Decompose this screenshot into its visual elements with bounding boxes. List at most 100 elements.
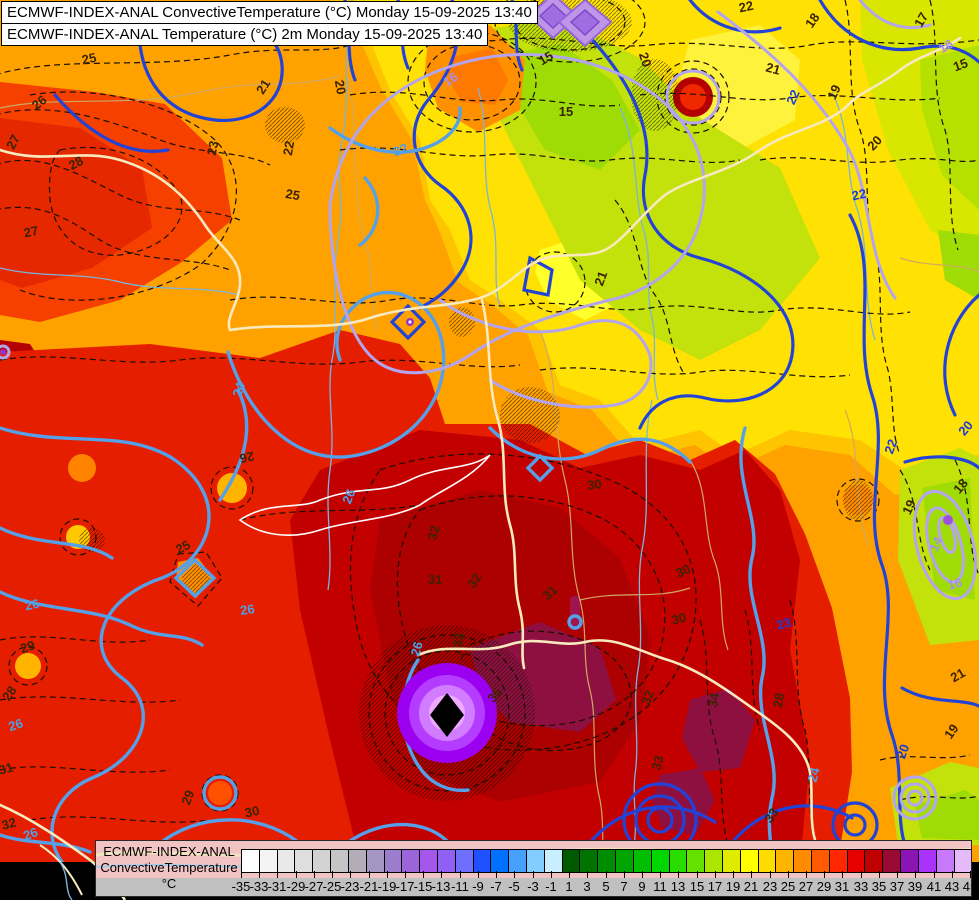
contour-label: 19 (941, 721, 962, 741)
colorbar-tick (569, 871, 570, 878)
colorbar-cell (829, 850, 848, 872)
contour-label: 20 (332, 79, 349, 96)
contour-label: 26 (21, 824, 40, 843)
contour-label: 16 (936, 36, 956, 56)
colorbar-tick (259, 871, 260, 878)
colorbar-tick (314, 871, 315, 878)
colorbar-tick (715, 871, 716, 878)
colorbar-cell (936, 850, 955, 872)
colorbar-tick (332, 871, 333, 878)
contour-label: 17 (911, 10, 931, 30)
convective-extreme-spots (0, 0, 953, 525)
colorbar-ticks (241, 871, 971, 879)
colorbar-tick-label: 43 (944, 879, 960, 894)
legend-background-lower (96, 878, 971, 896)
colorbar-tick (952, 871, 953, 878)
colorbar-cell (794, 850, 812, 872)
colorbar-tick (751, 871, 752, 878)
colorbar-cell (331, 850, 349, 872)
colorbar-tick (806, 871, 807, 878)
temperature-colorbar (241, 849, 971, 873)
temp2m-contours-sky (0, 106, 776, 862)
contour-label: 21 (253, 77, 273, 97)
colorbar-tick (861, 871, 862, 878)
contour-label: 22 (391, 140, 410, 159)
colorbar-cell (669, 850, 688, 872)
colorbar-cell (865, 850, 884, 872)
colorbar-tick-label: -13 (431, 879, 451, 894)
contour-label: 23 (204, 139, 222, 156)
colorbar-cell (562, 850, 581, 872)
colorbar-tick-label: -11 (451, 879, 469, 894)
temp2m-contours-lavender (0, 0, 978, 821)
colorbar-cell (758, 850, 777, 872)
map-title-2m: ECMWF-INDEX-ANAL Temperature (°C) 2m Mon… (1, 23, 489, 46)
legend: ECMWF-INDEX-ANAL ConvectiveTemperature °… (95, 840, 972, 897)
colorbar-cell (705, 850, 723, 872)
contour-label: 22 (280, 140, 297, 157)
colorbar-tick-label: 25 (780, 879, 796, 894)
colorbar-cell (313, 850, 332, 872)
colorbar-tick-label: 41 (926, 879, 942, 894)
colorbar-tick (824, 871, 825, 878)
colorbar-tick-label: -9 (472, 879, 484, 894)
contour-label: 32 (0, 815, 18, 833)
contour-label: 27 (22, 223, 39, 241)
colorbar-tick (296, 871, 297, 878)
contour-label: 25 (173, 537, 193, 557)
contour-label: 29 (18, 637, 36, 656)
country-borders (0, 36, 962, 862)
colorbar-cell (598, 850, 617, 872)
colorbar-tick (350, 871, 351, 878)
contour-label: 25 (284, 186, 301, 203)
admin-border-lines (0, 75, 979, 859)
colorbar-cell (348, 850, 367, 872)
contour-label: 20 (893, 742, 912, 761)
colorbar-cell (722, 850, 741, 872)
colorbar-tick (660, 871, 661, 878)
colorbar-tick (879, 871, 880, 878)
contour-label: 22 (850, 186, 867, 204)
temp2m-contours-royal (53, 0, 979, 858)
colorbar-cell (295, 850, 314, 872)
contour-label: 31 (0, 760, 15, 778)
colorbar-tick-label: -23 (340, 879, 360, 894)
colorbar-cell (544, 850, 563, 872)
colorbar-cell (509, 850, 527, 872)
colorbar-tick-label: 37 (889, 879, 905, 894)
colorbar-cell (455, 850, 474, 872)
colorbar-tick-label: 29 (816, 879, 832, 894)
contour-label: 19 (824, 82, 844, 101)
contour-label: 15 (559, 104, 573, 119)
colorbar-tick (624, 871, 625, 878)
contour-label: 19 (899, 497, 919, 516)
map-title-convective-text: ECMWF-INDEX-ANAL ConvectiveTemperature (… (7, 4, 532, 21)
colorbar-tick (478, 871, 479, 878)
colorbar-tick-label: -7 (490, 879, 502, 894)
colorbar-tick-label: -33 (249, 879, 269, 894)
colorbar-cell (527, 850, 545, 872)
colorbar-cell (776, 850, 795, 872)
colorbar-cell (473, 850, 492, 872)
colorbar-tick-label: -1 (545, 879, 557, 894)
colorbar-tick (405, 871, 406, 878)
colorbar-tick (606, 871, 607, 878)
colorbar-tick-label: 21 (743, 879, 759, 894)
lake-outline (238, 454, 491, 536)
contour-label: 30 (673, 561, 692, 581)
colorbar-cell (954, 850, 971, 872)
contour-label: 16 (440, 69, 460, 90)
colorbar-tick-label: 3 (583, 879, 591, 894)
colorbar-cell (918, 850, 937, 872)
colorbar-cell (740, 850, 759, 872)
colorbar-cell (812, 850, 830, 872)
colorbar-cell (633, 850, 652, 872)
colorbar-cell (651, 850, 670, 872)
colorbar-tick-label: 33 (853, 879, 869, 894)
colorbar-tick-label: 45 (962, 879, 971, 894)
colorbar-tick (241, 871, 242, 878)
colorbar-cell (259, 850, 278, 872)
colorbar-tick-label: 1 (565, 879, 573, 894)
